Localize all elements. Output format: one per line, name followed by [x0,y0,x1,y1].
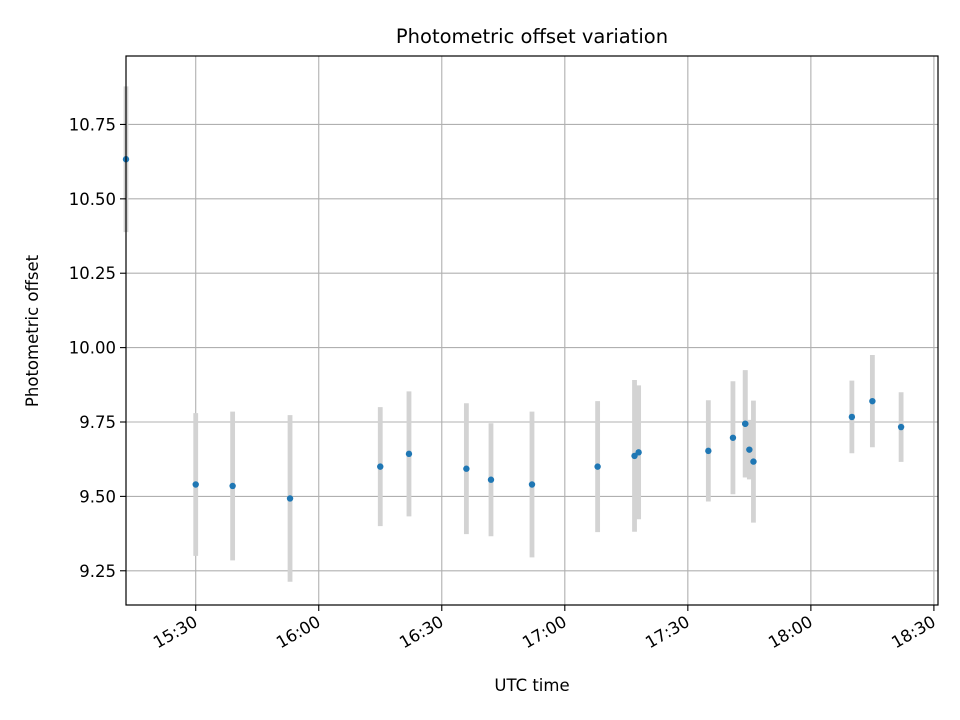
data-point [487,476,495,483]
y-tick-label: 9.25 [79,562,116,581]
y-tick-label: 10.75 [69,115,116,134]
grid-lines [126,56,938,605]
data-point [729,434,737,441]
x-tick-label: 16:30 [396,612,447,652]
x-tick-label: 15:30 [150,612,201,652]
x-tick-label: 17:30 [642,612,693,652]
x-axis-ticks: 15:30 16:00 16:30 17:00 17:30 18:00 18:30 [150,605,939,652]
x-axis-label: UTC time [494,676,569,695]
data-point [897,423,905,431]
data-point [705,447,712,455]
error-bars [123,86,904,582]
data-point [528,481,536,488]
y-tick-label: 10.25 [69,264,116,283]
x-tick-label: 17:00 [519,612,570,652]
y-axis-ticks: 9.25 9.50 9.75 10.00 10.25 10.50 10.75 [69,115,126,581]
y-tick-label: 9.75 [79,413,116,432]
data-point [869,397,876,405]
chart-title: Photometric offset variation [396,25,668,48]
y-axis-label: Photometric offset [23,254,42,407]
data-point [594,463,601,470]
data-point [742,420,749,427]
data-point [848,413,856,421]
data-points [122,156,905,502]
plot-frame [125,55,939,606]
data-point [635,449,642,456]
data-point [286,495,294,502]
x-tick-label: 18:30 [888,612,939,652]
data-point [463,465,470,472]
x-tick-label: 16:00 [273,612,324,652]
data-point [746,446,753,453]
data-point [405,450,413,458]
x-tick-label: 18:00 [765,612,816,652]
y-tick-label: 10.00 [69,339,116,358]
data-point [377,463,384,470]
data-point [229,482,236,490]
y-tick-label: 10.50 [69,190,116,209]
data-point [192,481,199,488]
y-tick-label: 9.50 [79,487,116,506]
data-point [750,458,757,465]
